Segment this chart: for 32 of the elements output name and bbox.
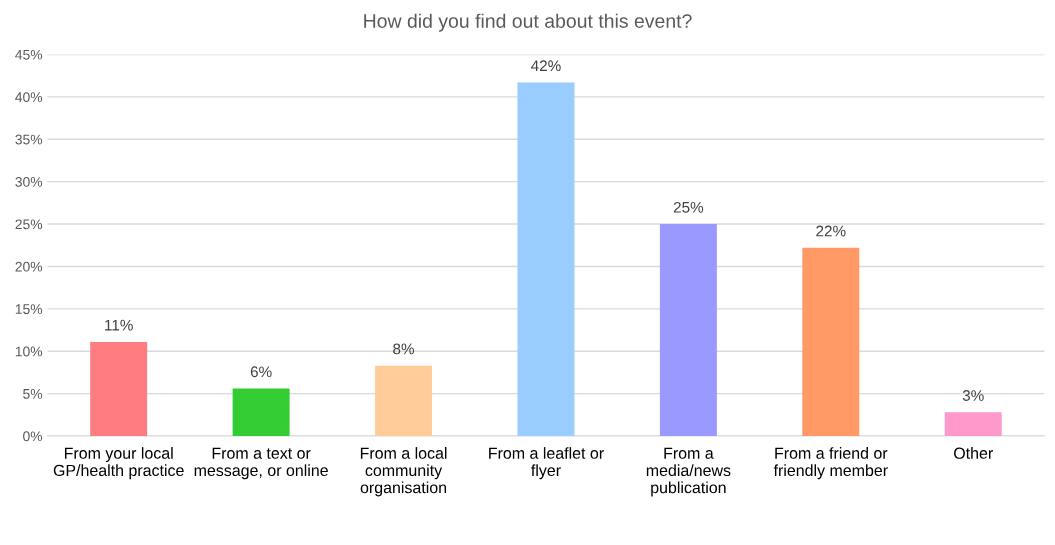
bar	[375, 365, 433, 436]
y-tick-label: 30%	[15, 177, 43, 187]
bar	[90, 341, 148, 436]
bar	[517, 82, 575, 436]
y-tick-label: 25%	[15, 219, 43, 230]
y-tick-label: 10%	[15, 346, 43, 357]
bar	[802, 247, 860, 436]
x-tick-label: From a text or message, or online	[194, 447, 328, 480]
y-tick-label: 45%	[15, 49, 43, 60]
y-tick-label: 20%	[15, 261, 43, 272]
data-label: 22%	[816, 225, 846, 237]
y-tick-label: 35%	[15, 134, 43, 145]
data-label: 42%	[531, 60, 561, 72]
y-tick-label: 40%	[15, 92, 43, 103]
y-tick-label: 5%	[23, 389, 43, 399]
x-tick-label: From a local community organisation	[360, 447, 447, 497]
x-tick-label: From a friend or friendly member	[773, 447, 888, 480]
data-label: 3%	[962, 390, 984, 401]
chart-title: How did you find out about this event?	[364, 13, 692, 32]
bar	[232, 388, 290, 436]
x-tick-label: From your local GP/health practice	[53, 447, 184, 480]
x-tick-label: Other	[954, 447, 993, 459]
y-tick-label: 15%	[15, 304, 43, 314]
data-label: 11%	[105, 319, 133, 331]
y-tick-label: 0%	[23, 431, 43, 442]
bar	[659, 224, 717, 436]
bar	[944, 412, 1002, 436]
x-tick-label: From a leaflet or flyer	[489, 447, 604, 480]
data-label: 8%	[393, 343, 415, 355]
data-label: 25%	[673, 201, 704, 213]
data-label: 6%	[250, 366, 272, 378]
x-tick-label: From a media/news publication	[646, 447, 731, 497]
